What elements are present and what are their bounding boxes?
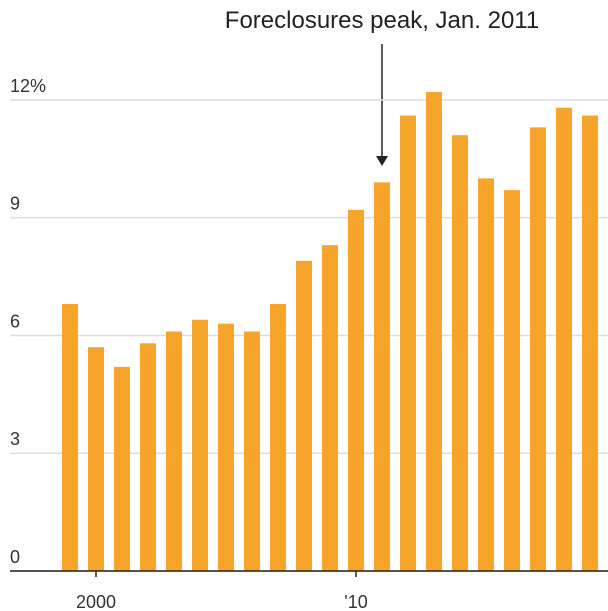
bar [582,115,598,571]
bar [166,331,182,571]
bar [452,135,468,571]
bar [244,331,260,571]
annotation-arrowhead [376,156,388,166]
bar [88,347,104,571]
bar [270,304,286,571]
y-tick-label: 6 [10,311,20,331]
bar [556,107,572,572]
x-tick-label: 2000 [76,592,116,611]
bar [478,178,494,571]
annotation: Foreclosures peak, Jan. 2011 [225,7,539,34]
y-tick-label: 0 [10,547,20,567]
bar [374,182,390,572]
bar [140,343,156,571]
y-tick-label: 9 [10,194,20,214]
bar [62,304,78,571]
bar [400,115,416,571]
bar [218,323,234,571]
bar [426,92,442,571]
bar [348,209,364,571]
x-tick-label: '10 [344,592,367,611]
bar [504,190,520,571]
bar [114,366,130,571]
y-tick-label: 3 [10,429,20,449]
bar [296,260,312,571]
bar [192,319,208,571]
bar [530,127,546,572]
bar [322,245,338,572]
y-tick-label: 12% [10,76,46,96]
